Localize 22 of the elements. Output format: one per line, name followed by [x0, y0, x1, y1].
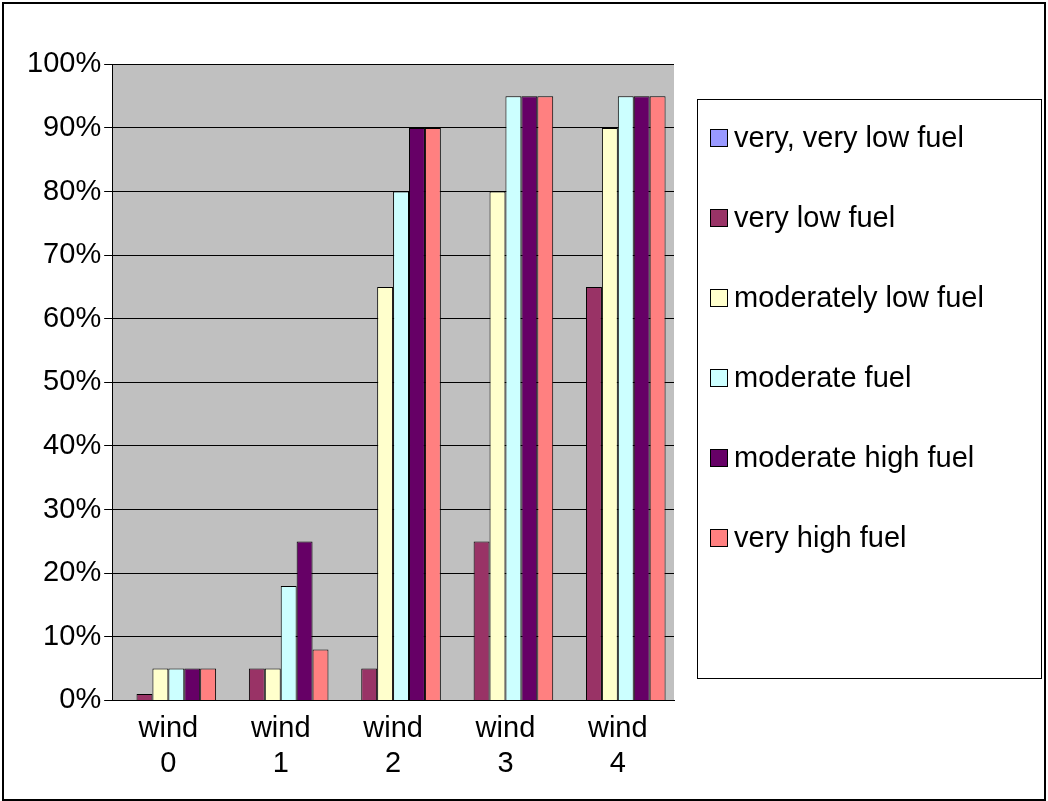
y-tick-label: 100% [27, 46, 102, 79]
x-tick-label: wind 1 [249, 710, 311, 778]
y-tick-label: 40% [43, 428, 102, 460]
legend-label: very low fuel [734, 200, 896, 234]
x-tick-label: wind 0 [137, 710, 199, 778]
y-tick-label: 10% [43, 618, 102, 651]
legend-label: moderate high fuel [734, 440, 975, 474]
y-tick-label: 20% [43, 555, 102, 588]
y-tick-label: 30% [43, 491, 102, 524]
legend-label: very, very low fuel [734, 120, 964, 154]
legend-label: very high fuel [734, 520, 907, 554]
y-tick-label: 70% [43, 237, 102, 270]
y-tick-label: 0% [59, 682, 102, 715]
x-tick-label: wind 4 [586, 710, 648, 778]
legend-label: moderate fuel [734, 360, 912, 394]
x-tick-label: wind 3 [474, 710, 536, 778]
x-tick-label: wind 2 [362, 710, 423, 778]
y-tick-label: 50% [43, 364, 102, 397]
y-tick-label: 90% [43, 110, 102, 142]
y-tick-label: 60% [43, 300, 102, 333]
legend-label: moderately low fuel [734, 280, 984, 314]
y-tick-label: 80% [43, 173, 102, 206]
